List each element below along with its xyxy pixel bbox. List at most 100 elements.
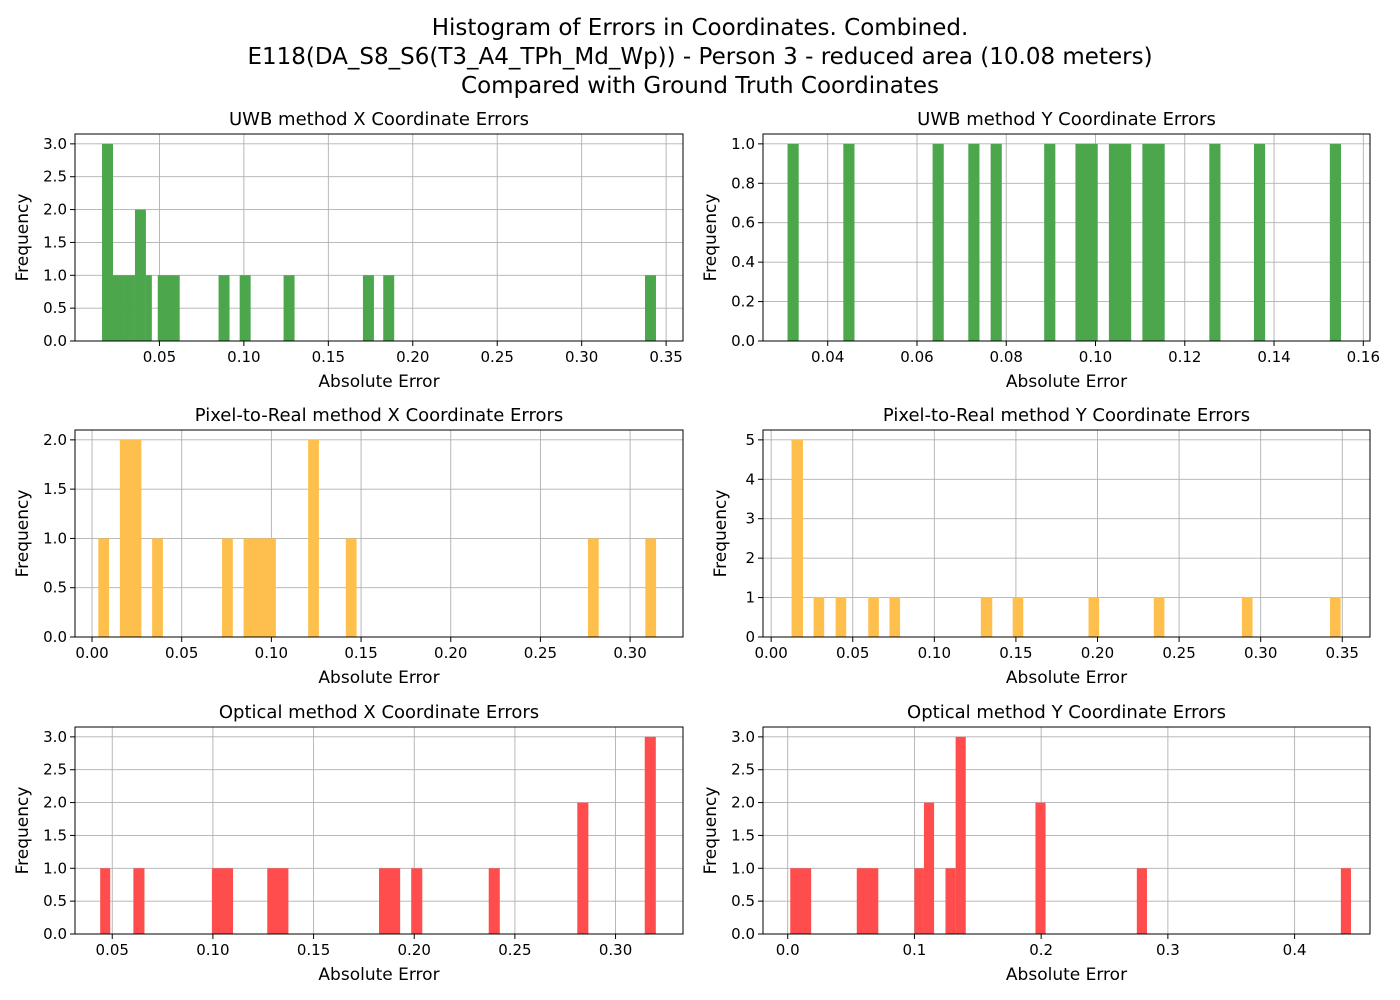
- histogram-bar: [283, 275, 295, 341]
- x-tick-label: 0.10: [227, 348, 260, 366]
- subplot-title: UWB method Y Coordinate Errors: [917, 109, 1216, 130]
- histogram-bar: [411, 868, 423, 934]
- y-tick-label: 2.0: [43, 431, 67, 449]
- histogram-panel-5: 0.05 0.10 0.15 0.20 0.25 0.30 0.0 0.5 1.0 1.5 2.0 2…: [13, 702, 684, 985]
- y-axis-label: Frequency: [701, 787, 721, 875]
- x-tick-label: 0.25: [481, 348, 514, 366]
- x-tick-label: 0.20: [396, 348, 429, 366]
- x-tick-label: 0.35: [649, 348, 682, 366]
- histogram-bar: [923, 802, 935, 934]
- histogram-bar: [791, 439, 803, 637]
- histogram-bar: [100, 868, 111, 934]
- histogram-bar: [856, 868, 879, 934]
- histogram-bar: [152, 538, 163, 637]
- histogram-bar: [980, 597, 993, 637]
- x-tick-label: 0.10: [918, 644, 951, 662]
- x-axis-label: Absolute Error: [1006, 668, 1127, 688]
- histogram-bar: [889, 597, 901, 637]
- x-tick-label: 0.16: [1347, 348, 1380, 366]
- histogram-bar: [133, 868, 145, 934]
- y-tick-label: 2.5: [731, 761, 755, 779]
- y-tick-label: 1.0: [731, 859, 755, 877]
- y-tick-label: 0: [745, 628, 755, 646]
- histogram-bar: [243, 538, 276, 637]
- x-tick-label: 0.05: [165, 644, 198, 662]
- subplot-title: UWB method X Coordinate Errors: [229, 109, 529, 130]
- x-tick-label: 0.04: [811, 348, 844, 366]
- x-tick-label: 0.08: [990, 348, 1023, 366]
- y-tick-label: 0.2: [731, 293, 755, 311]
- histogram-bar: [932, 143, 944, 341]
- histogram-bar: [239, 275, 251, 341]
- histogram-bar: [383, 275, 395, 341]
- histogram-bar: [968, 143, 980, 341]
- x-tick-label: 0.30: [1244, 644, 1277, 662]
- plot-frame: [762, 726, 1371, 935]
- histogram-bar: [1241, 597, 1253, 637]
- histogram-panel-6: 0.0 0.1 0.2 0.3 0.4 0.0 0.5 1.0 1.5 2.0 2.5 3.0 Opti…: [701, 702, 1371, 985]
- histogram-bar: [123, 275, 135, 341]
- x-tick-label: 0.25: [498, 941, 531, 959]
- x-tick-label: 0.4: [1283, 941, 1307, 959]
- y-tick-label: 0.0: [43, 925, 67, 943]
- x-axis-label: Absolute Error: [318, 668, 439, 688]
- histogram-bar: [1330, 597, 1341, 637]
- x-tick-label: 0.20: [398, 941, 431, 959]
- histogram-panel-4: 0.00 0.05 0.10 0.15 0.20 0.25 0.30 0.35 0 1 2 3 4 5 Pi…: [711, 405, 1371, 688]
- histogram-panel-1: 0.05 0.10 0.15 0.20 0.25 0.30 0.35 0.0 0.5 1.0 1.5…: [13, 109, 684, 392]
- x-tick-label: 0.10: [196, 941, 229, 959]
- x-tick-label: 0.1: [903, 941, 927, 959]
- y-tick-label: 1.0: [43, 529, 67, 547]
- histogram-bar: [587, 538, 599, 637]
- x-tick-label: 0.30: [599, 941, 632, 959]
- histogram-bar: [157, 275, 180, 341]
- y-axis-label: Frequency: [13, 787, 33, 875]
- histogram-bar: [345, 538, 357, 637]
- histogram-bar: [1153, 597, 1165, 637]
- y-tick-label: 2.0: [43, 794, 67, 812]
- histogram-bar: [1012, 597, 1024, 637]
- x-tick-label: 0.15: [344, 644, 377, 662]
- y-tick-label: 4: [745, 470, 755, 488]
- y-tick-label: 0.0: [43, 332, 67, 350]
- figure-title-line-1: Histogram of Errors in Coordinates. Comb…: [431, 15, 969, 41]
- y-axis-label: Frequency: [13, 490, 33, 578]
- y-tick-label: 0.0: [731, 925, 755, 943]
- y-axis-label: Frequency: [711, 490, 731, 578]
- histogram-bar: [218, 275, 230, 341]
- x-tick-label: 0.15: [297, 941, 330, 959]
- y-tick-label: 3: [745, 510, 755, 528]
- histogram-bar: [134, 209, 146, 341]
- x-tick-label: 0.10: [1079, 348, 1112, 366]
- x-axis-label: Absolute Error: [1006, 965, 1127, 985]
- histogram-bar: [645, 538, 657, 637]
- y-tick-label: 2.5: [43, 168, 67, 186]
- x-tick-label: 0.15: [312, 348, 345, 366]
- plot-frame: [762, 429, 1371, 638]
- histogram-bar: [990, 143, 1002, 341]
- histogram-bar: [1340, 868, 1351, 934]
- histogram-bar: [577, 802, 589, 934]
- histogram-bar: [813, 597, 825, 637]
- plot-frame: [74, 133, 684, 342]
- histogram-bar: [1075, 143, 1098, 341]
- x-tick-label: 0.30: [565, 348, 598, 366]
- y-tick-label: 2.5: [43, 761, 67, 779]
- y-tick-label: 2.0: [731, 794, 755, 812]
- histogram-bar: [308, 439, 319, 637]
- y-tick-label: 2.0: [43, 201, 67, 219]
- y-tick-label: 5: [745, 431, 755, 449]
- x-tick-label: 0.12: [1168, 348, 1201, 366]
- histogram-bar: [1136, 868, 1147, 934]
- x-tick-label: 0.00: [754, 644, 787, 662]
- histogram-bar: [1142, 143, 1165, 341]
- histogram-bar: [644, 736, 656, 934]
- plot-frame: [74, 726, 684, 935]
- y-tick-label: 1.5: [731, 826, 755, 844]
- histogram-bar: [1108, 143, 1132, 341]
- x-tick-label: 0.3: [1156, 941, 1180, 959]
- y-tick-label: 1.5: [43, 826, 67, 844]
- y-tick-label: 1.0: [43, 859, 67, 877]
- x-tick-label: 0.25: [524, 644, 557, 662]
